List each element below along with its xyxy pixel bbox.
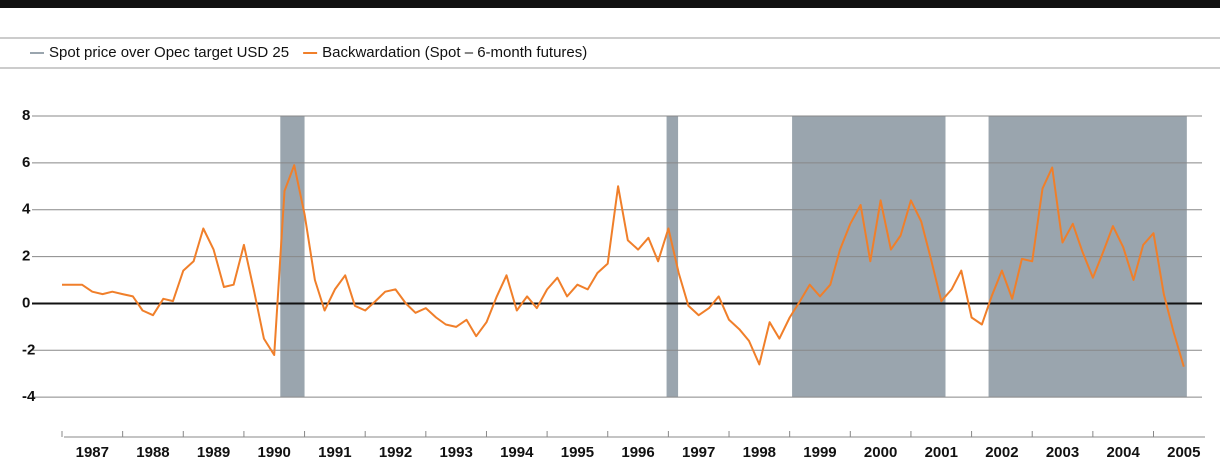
y-tick-label: 8 [22, 107, 30, 124]
x-tick-label: 1990 [258, 444, 291, 461]
x-tick-label: 1992 [379, 444, 412, 461]
y-tick-label: 0 [22, 294, 30, 311]
y-tick-label: 2 [22, 248, 30, 265]
x-tick-label: 2003 [1046, 444, 1079, 461]
y-tick-label: -4 [22, 388, 36, 405]
top-bar [0, 0, 1220, 8]
x-tick-label: 1993 [439, 444, 472, 461]
x-tick-label: 2004 [1106, 444, 1140, 461]
x-tick-label: 1988 [136, 444, 169, 461]
x-tick-label: 1996 [621, 444, 654, 461]
x-tick-label: 2005 [1167, 444, 1200, 461]
x-tick-label: 1991 [318, 444, 351, 461]
y-tick-label: 4 [22, 201, 31, 218]
y-tick-label: 6 [22, 154, 30, 171]
x-tick-label: 1989 [197, 444, 230, 461]
data-line [62, 164, 1185, 367]
x-tick-label: 2000 [864, 444, 897, 461]
y-tick-label: -2 [22, 341, 35, 358]
x-tick-label: 1998 [743, 444, 776, 461]
legend-label: Spot price over Opec target USD 25 [49, 44, 289, 61]
x-tick-label: 2002 [985, 444, 1018, 461]
x-tick-label: 1995 [561, 444, 594, 461]
x-tick-label: 2001 [925, 444, 958, 461]
x-tick-label: 1999 [803, 444, 836, 461]
x-tick-label: 1987 [76, 444, 109, 461]
x-tick-label: 1994 [500, 444, 534, 461]
legend-label: Backwardation (Spot – 6-month futures) [322, 44, 587, 61]
x-tick-label: 1997 [682, 444, 715, 461]
